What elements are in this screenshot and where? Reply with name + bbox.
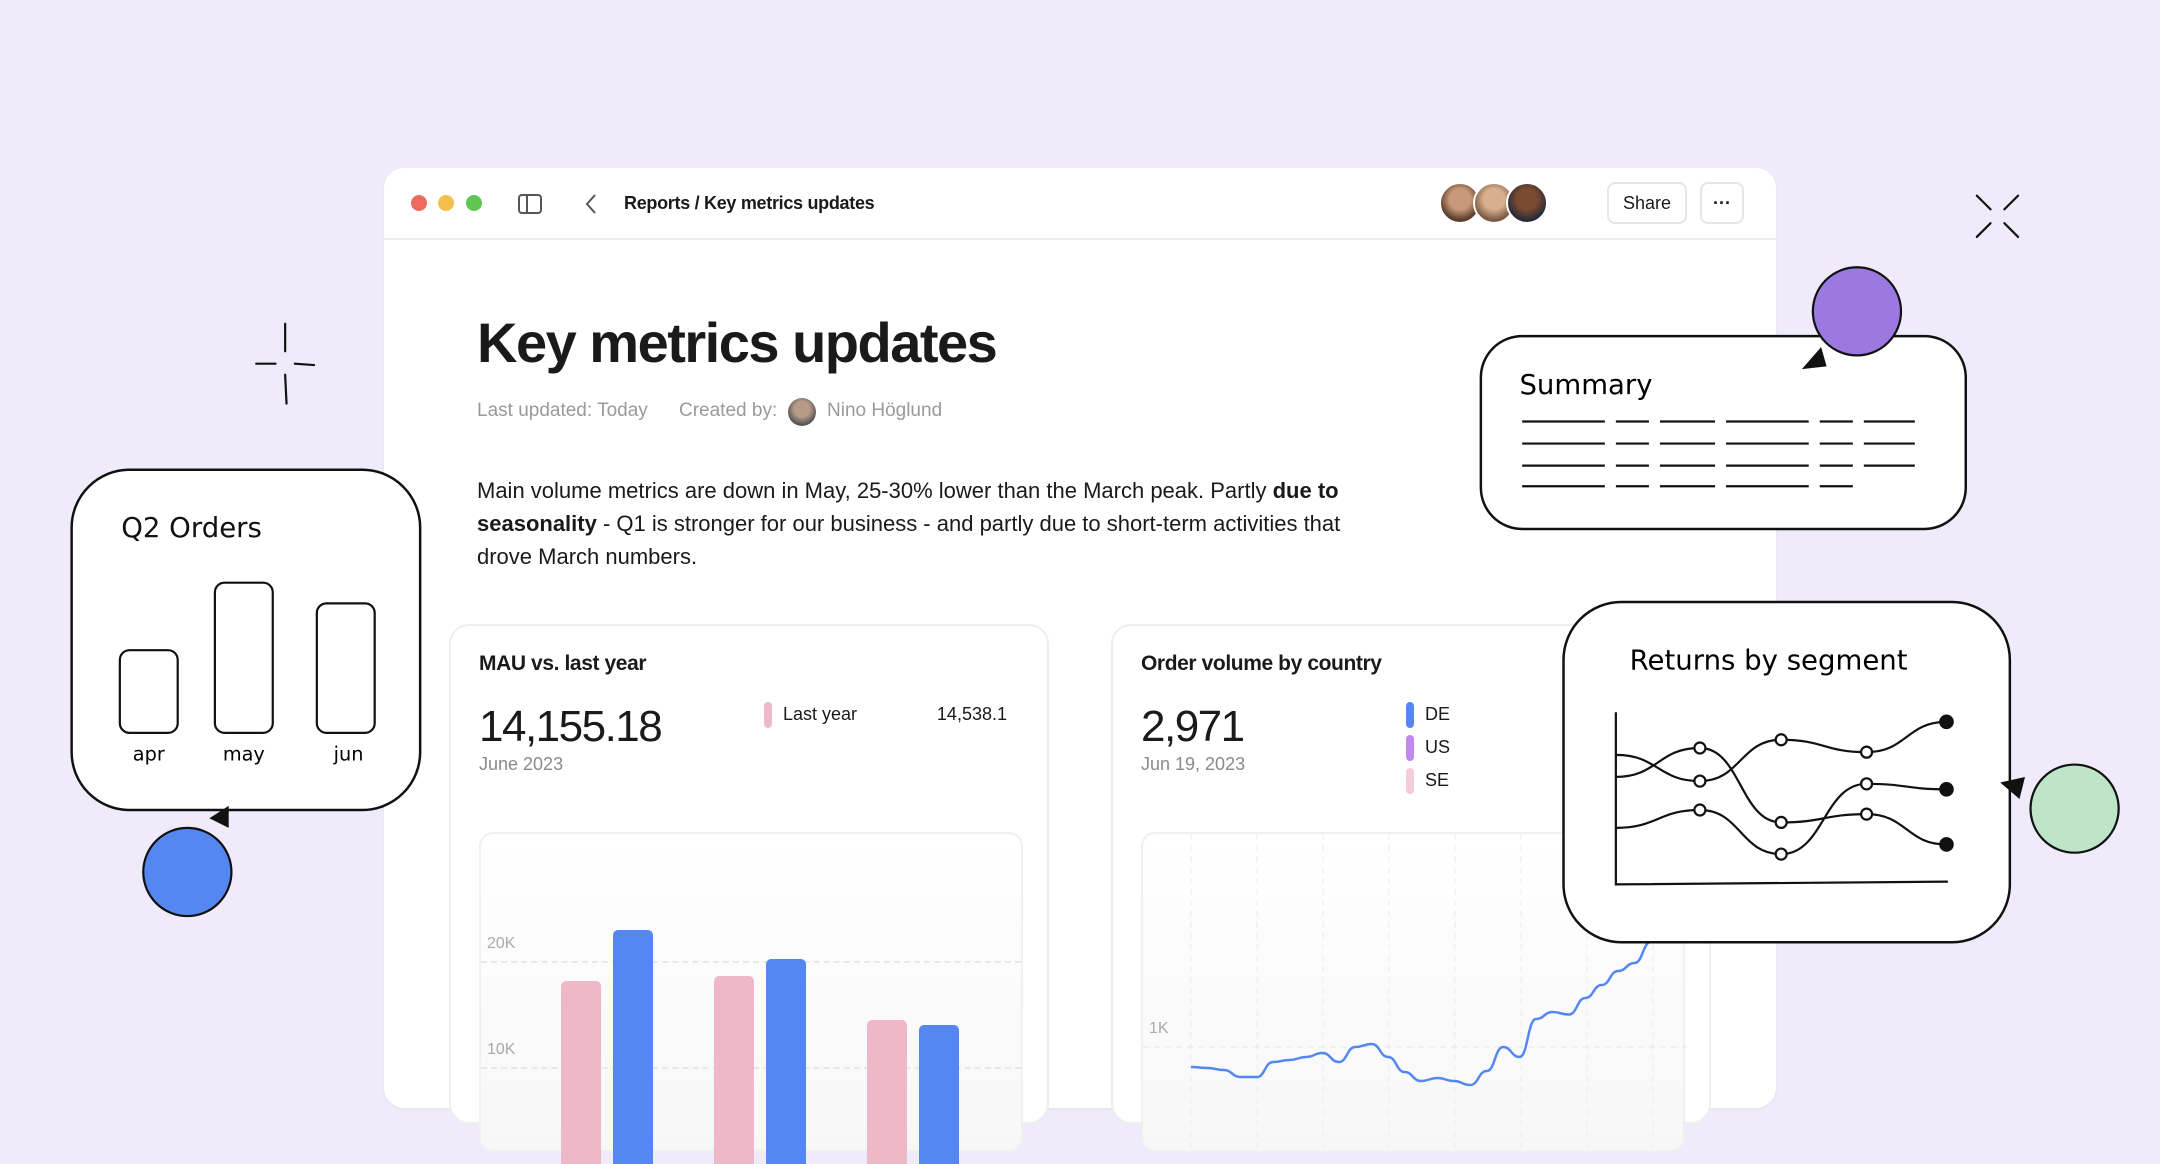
blue-circle bbox=[142, 826, 233, 918]
legend-label: SE bbox=[1425, 770, 1450, 790]
paragraph-text: Main volume metrics are down in May, 25-… bbox=[477, 478, 1273, 503]
sketch-title: Q2 Orders bbox=[121, 512, 262, 544]
collapse-arrows-icon bbox=[1975, 194, 2020, 239]
paragraph-text: - Q1 is stronger for our business - and … bbox=[477, 511, 1341, 569]
legend-swatch-last-year bbox=[764, 702, 772, 728]
author-name[interactable]: Nino Höglund bbox=[827, 400, 943, 421]
legend-value: 14,538.1 bbox=[936, 704, 1007, 724]
page-title: Key metrics updates bbox=[477, 311, 998, 374]
collaborator-avatar[interactable] bbox=[1506, 182, 1548, 224]
more-options-button[interactable]: ··· bbox=[1700, 182, 1744, 224]
sketch-point bbox=[1859, 777, 1874, 791]
purple-circle bbox=[1811, 266, 1903, 357]
legend-swatch-de bbox=[1406, 702, 1414, 728]
sketch-overlay: Q2 Orders apr may jun Summary Returns by… bbox=[70, 194, 2120, 944]
breadcrumb[interactable]: Reports / Key metrics updates bbox=[624, 193, 875, 213]
q2-orders-sketch: Q2 Orders apr may jun bbox=[70, 468, 422, 918]
paragraph-bold: due to seasonality bbox=[477, 478, 1339, 536]
created-by-label: Created by: bbox=[679, 400, 778, 421]
sketch-point bbox=[1774, 815, 1788, 830]
cursor-icon bbox=[209, 805, 229, 828]
gridline bbox=[481, 961, 1021, 963]
sketch-point bbox=[1774, 847, 1788, 861]
minimize-window-button[interactable] bbox=[438, 195, 454, 211]
legend-label: US bbox=[1425, 737, 1451, 757]
title-bar: Reports / Key metrics updates +5 Share ·… bbox=[384, 168, 1776, 240]
cursor-icon bbox=[1801, 347, 1827, 370]
back-chevron-icon[interactable] bbox=[584, 193, 598, 215]
sparkle-icon bbox=[255, 322, 316, 405]
sketch-bar bbox=[118, 649, 179, 734]
sketch-title: Summary bbox=[1519, 369, 1652, 401]
sketch-label: may bbox=[223, 742, 265, 765]
sketch-bar bbox=[315, 602, 376, 734]
legend-label: Last year bbox=[783, 704, 858, 724]
green-circle bbox=[2029, 763, 2120, 854]
sketch-point bbox=[1939, 782, 1954, 797]
sketch-point bbox=[1693, 803, 1707, 817]
y-tick: 20K bbox=[487, 935, 516, 952]
y-tick: 1K bbox=[1149, 1020, 1169, 1037]
card-title: MAU vs. last year bbox=[479, 652, 647, 675]
sketch-point bbox=[1939, 714, 1954, 730]
cursor-icon bbox=[2000, 776, 2025, 799]
metric-date: June 2023 bbox=[479, 754, 564, 774]
sketch-point bbox=[1859, 807, 1874, 821]
returns-sketch: Returns by segment bbox=[1562, 600, 2120, 944]
y-tick: 10K bbox=[487, 1041, 516, 1058]
share-button[interactable]: Share bbox=[1607, 182, 1687, 224]
author-avatar bbox=[788, 398, 816, 426]
legend-swatch-se bbox=[1406, 768, 1414, 794]
metric-value: 14,155.18 bbox=[479, 702, 663, 751]
card-title: Order volume by country bbox=[1141, 652, 1382, 675]
sketch-point bbox=[1939, 837, 1954, 852]
sidebar-toggle-icon[interactable] bbox=[518, 193, 542, 215]
sketch-bar bbox=[213, 581, 274, 734]
maximize-window-button[interactable] bbox=[466, 195, 482, 211]
sketch-title: Returns by segment bbox=[1630, 644, 1908, 676]
last-updated: Last updated: Today bbox=[477, 400, 648, 421]
sketch-point bbox=[1774, 733, 1788, 747]
summary-paragraph: Main volume metrics are down in May, 25-… bbox=[477, 474, 1357, 573]
metric-value: 2,971 bbox=[1141, 702, 1245, 751]
legend-swatch-us bbox=[1406, 735, 1414, 761]
sketch-label: jun bbox=[333, 742, 364, 765]
sketch-point bbox=[1693, 741, 1707, 755]
summary-sketch: Summary bbox=[1479, 266, 1968, 531]
close-window-button[interactable] bbox=[411, 195, 427, 211]
legend-label: DE bbox=[1425, 704, 1451, 724]
sketch-label: apr bbox=[133, 742, 165, 765]
sketch-point bbox=[1693, 774, 1707, 788]
sketch-point bbox=[1859, 745, 1874, 759]
metric-date: Jun 19, 2023 bbox=[1141, 754, 1246, 774]
